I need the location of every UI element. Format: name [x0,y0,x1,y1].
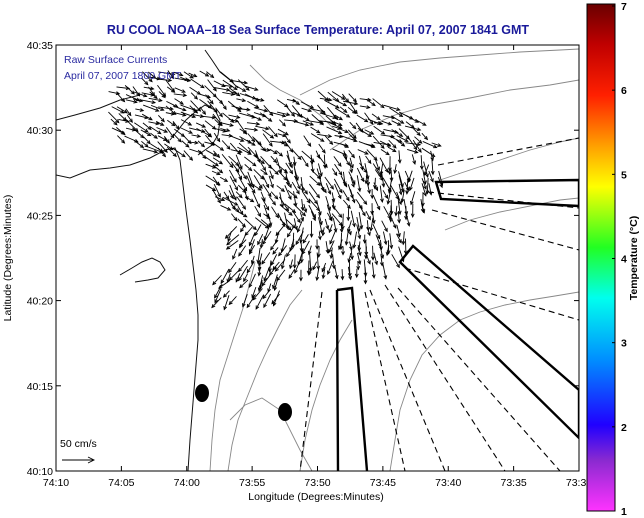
radar-beams-dashed [299,137,579,471]
x-tick-label: 74:00 [174,477,200,489]
x-axis: 74:10 74:05 74:00 73:55 73:50 73:45 73:40 73:35… [43,45,592,489]
x-tick-label: 73:30 [566,477,592,489]
x-tick-label: 73:40 [435,477,461,489]
x-tick-label: 73:35 [500,477,526,489]
y-tick-label: 40:25 [27,210,53,222]
map-area [56,48,579,471]
colorbar-tick-label: 3 [621,338,627,350]
bathymetry-contours [209,48,579,471]
colorbar-tick-label: 5 [621,169,627,181]
chart-title: RU COOL NOAA–18 Sea Surface Temperature:… [107,23,530,37]
colorbar-tick-label: 4 [621,254,627,266]
annotation-line1: Raw Surface Currents [64,54,167,66]
x-tick-label: 73:45 [370,477,396,489]
x-tick-label: 74:10 [43,477,69,489]
colorbar-tick-label: 2 [621,422,627,434]
colorbar-label: Temperature (°C) [628,216,640,301]
buoy-marker [278,403,292,421]
surface-current-vectors [108,70,444,311]
x-tick-label: 73:50 [304,477,330,489]
y-axis: 40:35 40:30 40:25 40:20 40:15 40:10 [27,40,579,478]
buoy-marker [195,384,209,402]
y-tick-label: 40:15 [27,381,53,393]
y-tick-label: 40:35 [27,40,53,52]
colorbar-tick-label: 7 [621,1,627,13]
x-tick-label: 73:55 [239,477,265,489]
x-tick-label: 74:05 [108,477,134,489]
y-tick-label: 40:20 [27,296,53,308]
vector-scale: 50 cm/s [60,438,97,464]
colorbar-ticks: 1 2 3 4 5 6 7 [612,1,627,518]
scale-label: 50 cm/s [60,438,97,450]
y-tick-label: 40:30 [27,125,53,137]
coastline [56,49,239,471]
y-tick-label: 40:10 [27,466,53,478]
colorbar [586,3,616,512]
radar-boxes [335,178,579,471]
colorbar-tick-label: 1 [621,506,627,518]
y-axis-label: Latitude (Degrees:Minutes) [2,195,14,322]
colorbar-tick-label: 6 [621,85,627,97]
x-axis-label: Longitude (Degrees:Minutes) [248,491,383,503]
annotation-line2: April 07, 2007 1800 GMT [64,70,182,82]
